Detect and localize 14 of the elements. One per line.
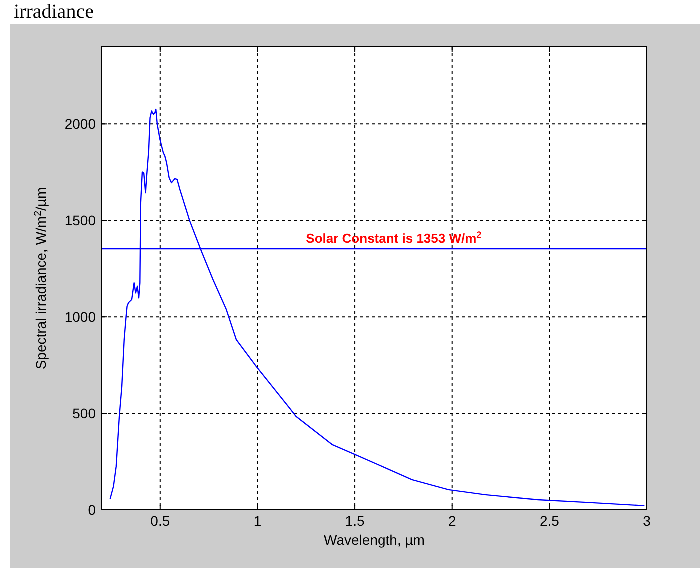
chart-title: irradiance [14, 1, 94, 23]
y-tick-label: 1500 [64, 212, 96, 229]
y-tick-label: 0 [88, 502, 96, 518]
x-tick-label: 1 [254, 513, 262, 529]
y-tick-label: 2000 [64, 116, 96, 132]
x-tick-label: 2 [448, 513, 456, 529]
x-tick-label: 3 [643, 513, 652, 529]
x-tick-label: 0.5 [150, 513, 170, 529]
ref-line-label: Solar Constant is 1353 W/m$^{2}$ [306, 230, 482, 246]
x-tick-label: 1.5 [345, 513, 365, 529]
x-axis-title: Wavelength, µm [324, 532, 425, 548]
y-tick-label: 1000 [64, 309, 96, 326]
x-tick-label: 2.5 [540, 513, 560, 529]
y-tick-label: 500 [72, 406, 96, 422]
